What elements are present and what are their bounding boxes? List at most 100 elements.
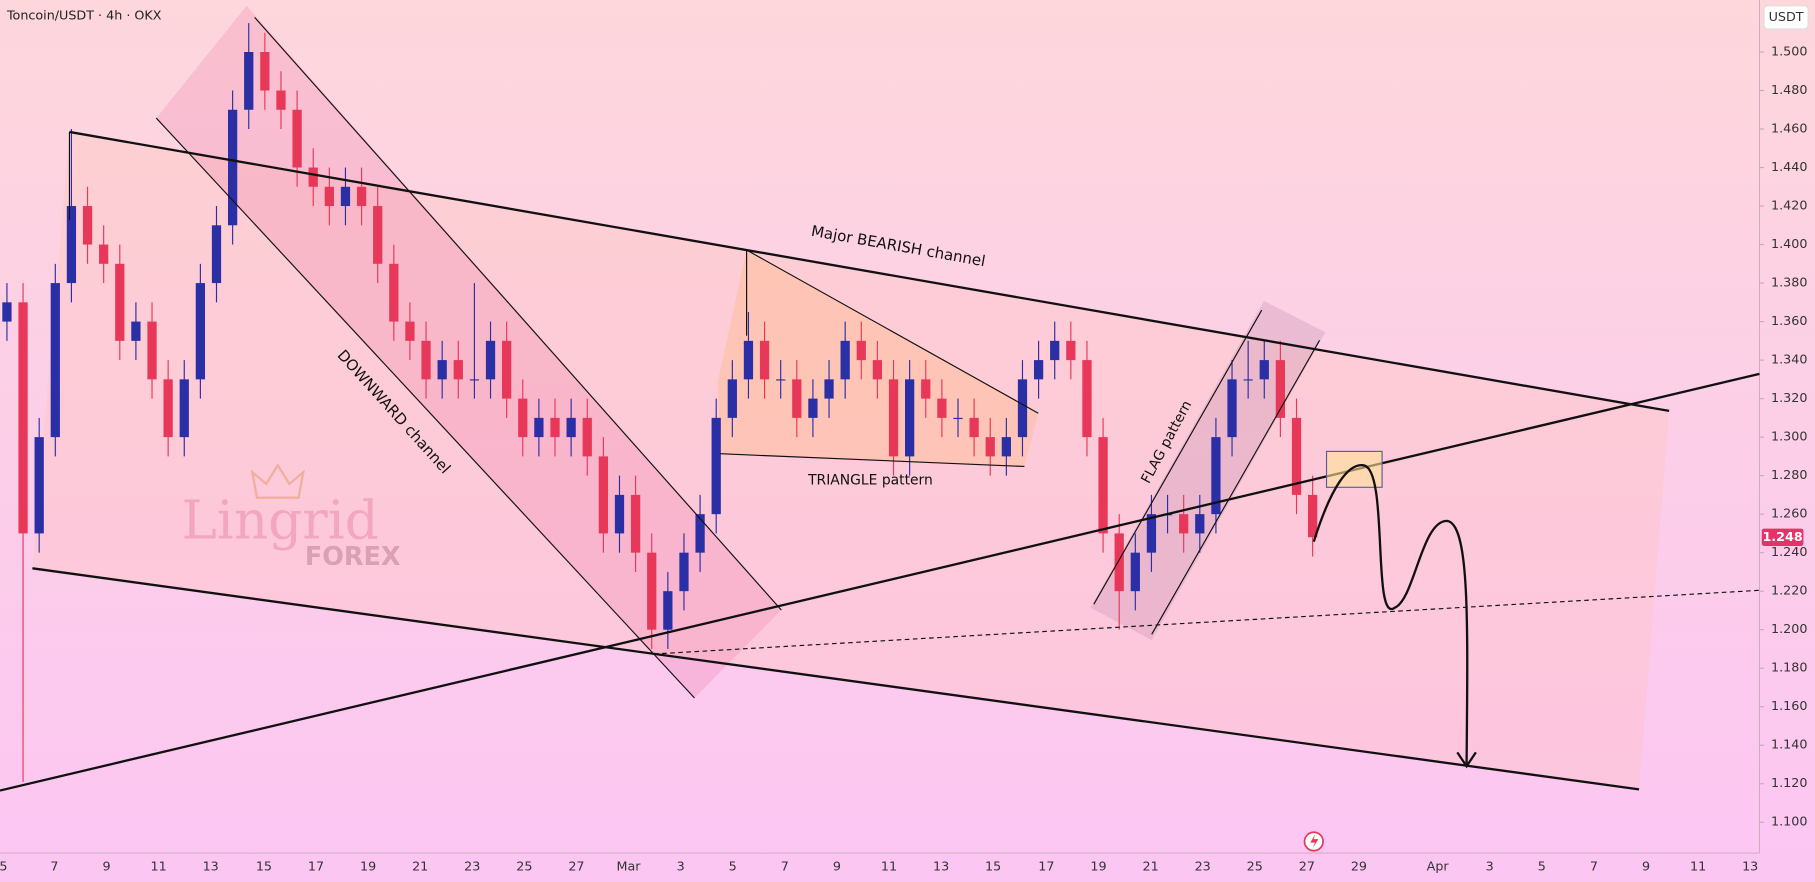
candle-body: [469, 379, 480, 381]
y-tick-label: 1.240: [1771, 545, 1807, 560]
candle-body: [937, 398, 947, 418]
candle-body: [1001, 437, 1011, 457]
candle-body: [2, 302, 12, 322]
candle-body: [405, 321, 415, 341]
x-tick-label: 5: [1538, 859, 1546, 874]
y-tick-label: 1.280: [1771, 468, 1807, 483]
watermark-brand: Lingrid: [181, 489, 378, 551]
projection-path: [1312, 464, 1469, 764]
y-tick-label: 1.300: [1771, 430, 1807, 445]
candle-body: [921, 379, 931, 399]
arrow-head: [1456, 751, 1477, 769]
y-tick-label: 1.340: [1771, 353, 1807, 368]
candle-body: [727, 379, 737, 418]
candle-body: [1259, 360, 1269, 380]
candle-body: [66, 206, 77, 284]
candle-body: [18, 302, 28, 534]
flag-fill: [1090, 300, 1326, 641]
candle-body: [308, 167, 318, 187]
y-tick-label: 1.420: [1771, 199, 1807, 214]
candle-body: [50, 283, 60, 438]
candle-body: [179, 379, 189, 438]
channel-fill: [32, 131, 1670, 790]
trend-line: [0, 372, 1760, 792]
candle-body: [969, 417, 979, 438]
candle-body: [518, 398, 528, 438]
y-tick-label: 1.200: [1771, 622, 1807, 637]
candle-body: [1275, 360, 1286, 418]
y-tick-label: 1.100: [1771, 815, 1807, 830]
candle-body: [1308, 494, 1318, 538]
y-unit: USDT: [1769, 10, 1804, 25]
candle-body: [614, 494, 625, 534]
x-tick-label: 13: [1742, 859, 1758, 874]
x-tick-label: 13: [203, 859, 219, 874]
channel-bottom: [32, 567, 1640, 791]
event-icon-glyph: [1310, 834, 1319, 849]
candle-body: [453, 360, 463, 380]
triangle-line: [746, 249, 1039, 414]
x-tick-label: Apr: [1427, 859, 1450, 874]
candle-body: [598, 456, 609, 534]
candle-body: [711, 417, 721, 515]
x-tick-label: 27: [1299, 859, 1315, 874]
candle-body: [953, 417, 963, 420]
x-tick-label: 9: [833, 859, 841, 874]
candles: [2, 23, 1318, 782]
x-tick-label: 9: [1642, 859, 1650, 874]
x-tick-label: 19: [360, 859, 376, 874]
x-tick-label: 17: [1038, 859, 1054, 874]
x-tick-label: 23: [1195, 859, 1211, 874]
candle-body: [1195, 514, 1205, 534]
candle-body: [1227, 379, 1237, 438]
candle-body: [1146, 514, 1157, 553]
triangle-line: [719, 453, 1025, 468]
candle-body: [1082, 360, 1092, 438]
y-tick-label: 1.260: [1771, 507, 1807, 522]
downward-channel-line: [155, 117, 695, 699]
candle-body: [840, 340, 850, 380]
last-price-label: 1.248: [1762, 530, 1802, 545]
x-tick-label: 15: [985, 859, 1001, 874]
x-tick-label: 9: [102, 859, 110, 874]
x-tick-label: 29: [1351, 859, 1367, 874]
x-tick-label: 25: [1247, 859, 1263, 874]
candle-body: [759, 340, 770, 380]
x-tick-label: 21: [412, 859, 428, 874]
candle-body: [647, 552, 657, 630]
x-tick-label: 11: [1690, 859, 1706, 874]
candle-body: [663, 591, 673, 630]
candle-body: [1130, 552, 1140, 592]
candle-body: [808, 398, 818, 418]
candle-body: [389, 263, 399, 322]
last-price-tag: [1761, 528, 1804, 546]
candle-body: [582, 417, 592, 457]
y-tick-label: 1.140: [1771, 738, 1807, 753]
downward-channel-line: [254, 16, 782, 611]
candle-body: [163, 379, 173, 438]
candle-body: [695, 514, 705, 553]
x-tick-label: 13: [933, 859, 949, 874]
y-tick-label: 1.180: [1771, 661, 1807, 676]
candle-body: [115, 263, 125, 341]
candle-body: [437, 360, 447, 380]
candle-body: [260, 51, 270, 91]
candle-body: [292, 109, 302, 168]
candle-body: [1243, 379, 1253, 381]
y-tick-label: 1.500: [1771, 44, 1807, 59]
candle-body: [147, 321, 157, 380]
candle-body: [131, 321, 141, 341]
drawings: [0, 16, 1760, 792]
y-tick-label: 1.220: [1771, 584, 1807, 599]
x-tick-label: 27: [568, 859, 584, 874]
candle-body: [888, 379, 899, 457]
dashed-line: [653, 589, 1760, 655]
candle-body: [211, 225, 222, 284]
candle-body: [502, 340, 512, 399]
x-tick-label: Mar: [617, 859, 642, 874]
candle-body: [1033, 360, 1044, 380]
candle-body: [1017, 379, 1028, 438]
y-tick-label: 1.460: [1771, 122, 1807, 137]
x-tick-label: 21: [1142, 859, 1158, 874]
